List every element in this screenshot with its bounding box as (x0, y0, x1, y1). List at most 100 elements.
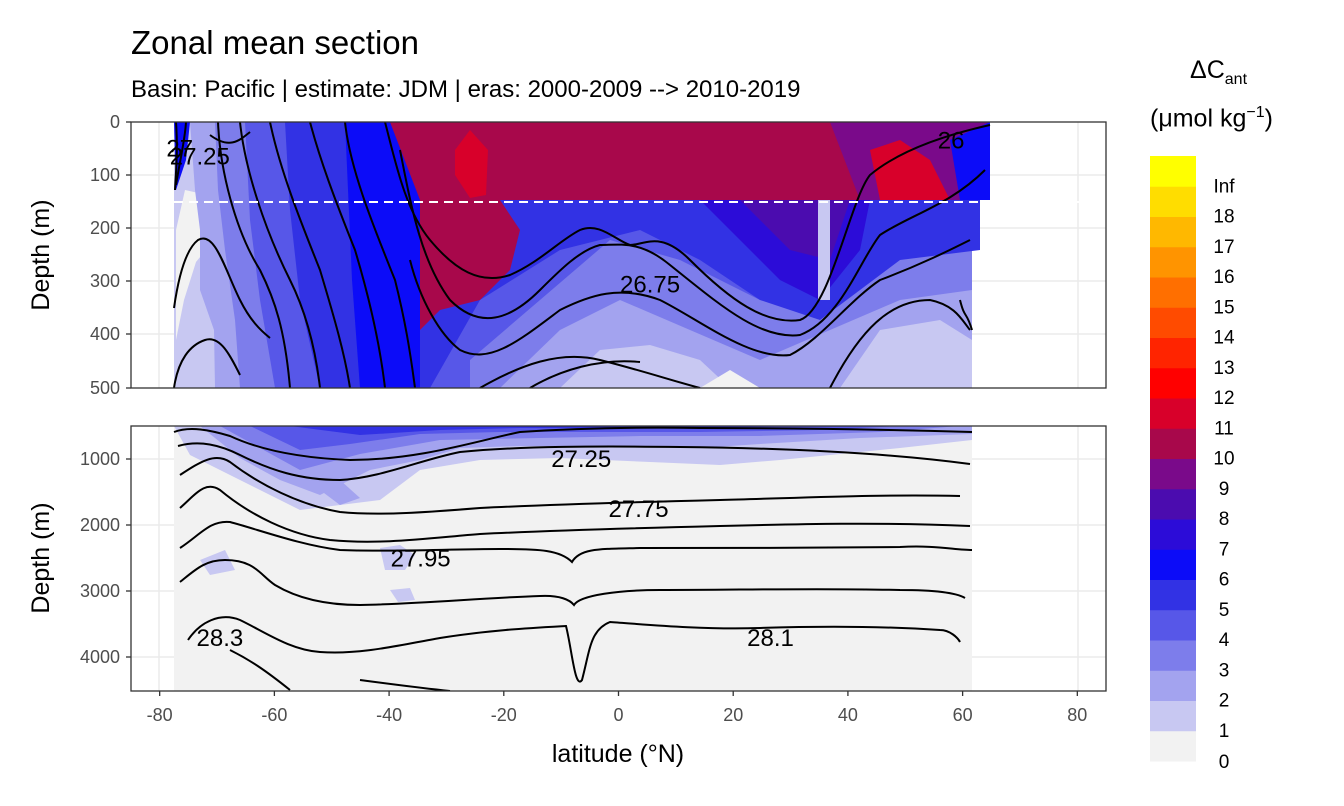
legend-title-sub: ant (1224, 71, 1248, 88)
heatmap-upper (173, 122, 991, 388)
legend-unit-end: ) (1264, 104, 1273, 133)
y-tick-upper-500: 500 (90, 378, 120, 398)
y-ticks-upper (126, 121, 131, 389)
contour-label: 27 (166, 136, 193, 163)
x-axis-label: latitude (°N) (552, 740, 684, 768)
y-tick-upper-0: 0 (110, 112, 120, 132)
contour-label: 28.1 (747, 625, 794, 652)
field-center-c1b (840, 320, 972, 388)
legend-swatch (1150, 670, 1196, 701)
y-tick-lower-1000: 1000 (80, 449, 120, 469)
legend-swatch (1150, 458, 1196, 490)
legend-break-label: 2 (1219, 691, 1230, 712)
legend-swatch (1150, 609, 1196, 641)
legend-colorbar (1150, 156, 1196, 762)
legend-break-label: 11 (1214, 418, 1234, 439)
legend-swatch (1150, 398, 1196, 429)
legend-break-label: 12 (1213, 388, 1234, 409)
field-surface-c11 (455, 130, 488, 198)
heatmap-lower (173, 426, 973, 691)
legend-break-label: 16 (1213, 267, 1234, 288)
field-south-c6 (345, 122, 420, 388)
legend-swatch (1150, 700, 1196, 732)
x-axis: -80 -60 -40 -20 0 20 40 60 80 latitude (°N) (147, 691, 1087, 768)
legend-break-label: 1 (1219, 721, 1230, 742)
legend-break-label: 14 (1213, 328, 1235, 349)
legend-swatch (1150, 246, 1196, 278)
legend-swatch (1150, 186, 1196, 217)
legend-break-label: 13 (1213, 358, 1234, 379)
legend-break-label: 5 (1219, 600, 1230, 621)
legend-swatch (1150, 367, 1196, 399)
legend-unit-sup: −1 (1246, 104, 1265, 121)
field-lower-blob4 (320, 480, 360, 505)
legend-break-label: 15 (1213, 297, 1234, 318)
y-ticks-lower (126, 458, 131, 658)
legend-swatch (1150, 730, 1196, 762)
legend-swatch (1150, 428, 1196, 459)
y-tick-upper-200: 200 (90, 218, 120, 238)
panel-upper: 0 100 200 300 400 500 Depth (m) (27, 112, 1107, 398)
x-tick-label: -20 (491, 705, 517, 725)
legend-swatch (1150, 156, 1196, 187)
legend-break-label: 8 (1219, 509, 1230, 530)
x-tick-label: -80 (147, 705, 173, 725)
legend-swatch (1150, 307, 1196, 338)
legend-swatch (1150, 579, 1196, 611)
field-lower-c5 (290, 426, 800, 435)
legend-break-label: 9 (1219, 479, 1230, 500)
panel-lower: 1000 2000 3000 4000 Depth (m) (27, 425, 1107, 692)
y-label-upper: Depth (m) (27, 199, 55, 310)
x-tick-label: -60 (261, 705, 287, 725)
field-lower-c3 (220, 426, 960, 470)
field-center-light (700, 370, 760, 388)
field-lower-blob3 (200, 550, 235, 575)
field-center-c1 (560, 345, 730, 388)
field-lower-blob2 (390, 588, 415, 602)
legend-break-label: 4 (1219, 630, 1230, 651)
contour-label: 28.3 (197, 625, 244, 652)
field-north-white (818, 200, 830, 300)
legend-unit: (μmol kg−1) (1150, 104, 1273, 133)
legend-break-label: 0 (1219, 752, 1230, 773)
y-tick-upper-100: 100 (90, 165, 120, 185)
contours-lower (173, 426, 973, 691)
legend-title: ΔCant (1190, 56, 1247, 89)
x-tick-label: 60 (953, 705, 973, 725)
chart-title: Zonal mean section (131, 24, 419, 61)
contour-label: 26.75 (620, 271, 680, 298)
legend-break-label: 10 (1213, 449, 1234, 470)
x-tick-label: -40 (376, 705, 402, 725)
contour-label: 27.25 (170, 144, 230, 171)
contours-upper (173, 122, 991, 388)
legend-swatch (1150, 640, 1196, 671)
legend-break-label: Inf (1213, 176, 1235, 197)
field-lower-c4 (250, 426, 900, 450)
y-tick-lower-4000: 4000 (80, 647, 120, 667)
legend-unit-main: (μmol kg (1150, 104, 1247, 133)
legend-break-label: 3 (1219, 660, 1230, 681)
field-deep-red (420, 200, 520, 330)
legend-break-label: 7 (1219, 539, 1230, 560)
y-tick-upper-300: 300 (90, 271, 120, 291)
field-surface-north-blue (950, 122, 990, 200)
x-tick-label: 20 (723, 705, 743, 725)
contour-label: 26 (938, 128, 965, 155)
x-tick-label: 40 (838, 705, 858, 725)
legend-break-label: 18 (1213, 207, 1234, 228)
legend-swatch (1150, 519, 1196, 550)
x-tick-label: 80 (1067, 705, 1087, 725)
legend-swatch (1150, 488, 1196, 520)
y-label-lower: Depth (m) (27, 502, 55, 613)
y-tick-lower-3000: 3000 (80, 581, 120, 601)
contour-label: 27.75 (609, 496, 669, 523)
legend-swatch (1150, 549, 1196, 580)
panel-upper-border (130, 121, 1107, 389)
legend-title-main: ΔC (1190, 56, 1225, 84)
chart-subtitle: Basin: Pacific | estimate: JDM | eras: 2… (131, 76, 801, 103)
x-tick-label: 0 (613, 705, 623, 725)
legend-break-label: 17 (1213, 237, 1234, 258)
